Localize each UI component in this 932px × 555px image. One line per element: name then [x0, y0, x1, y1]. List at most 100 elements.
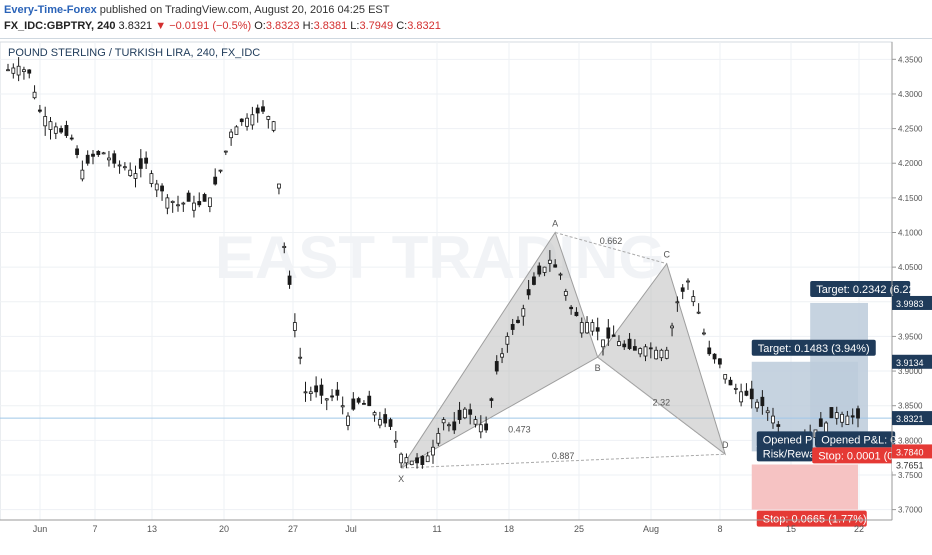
candle-body [659, 349, 664, 359]
y-tick-label: 3.7000 [898, 506, 923, 515]
candle-body [165, 197, 170, 209]
candle-body [186, 192, 191, 202]
candle-body [500, 353, 504, 358]
candle-body [484, 423, 489, 431]
y-tick-label: 3.9500 [898, 332, 923, 341]
x-tick-label: 8 [717, 524, 722, 534]
candle-body [351, 398, 356, 410]
candle-body [393, 439, 398, 443]
candle-body [574, 311, 579, 317]
candle-body [298, 356, 303, 359]
candle-body [675, 301, 680, 304]
candle-body [319, 384, 324, 396]
point-label-b: B [595, 363, 601, 373]
open-label: O: [254, 20, 266, 32]
candle-body [457, 409, 462, 420]
candle-body [654, 349, 659, 360]
candle-body [69, 137, 74, 140]
candle-body [489, 398, 494, 401]
candle-body [526, 289, 531, 296]
candle-body [749, 388, 754, 400]
candle-body [287, 275, 292, 285]
candle-body [27, 69, 32, 74]
candle-body [760, 396, 765, 407]
candle-body [383, 414, 388, 424]
chart-title: POUND STERLING / TURKISH LIRA, 240, FX_I… [8, 47, 260, 59]
candle-body [579, 322, 584, 334]
y-tick-label: 4.3500 [898, 55, 923, 64]
candle-body [585, 322, 589, 334]
price-tag-bg [892, 295, 932, 310]
candle-body [117, 164, 122, 167]
candle-body [707, 347, 712, 355]
candle-body [739, 391, 744, 403]
candle-body [170, 200, 175, 203]
x-tick-label: 20 [219, 524, 229, 534]
candle-body [160, 185, 164, 192]
candles [6, 57, 860, 469]
candle-body [11, 67, 16, 74]
candle-body [112, 153, 117, 164]
x-tick-label: 27 [288, 524, 298, 534]
candle-body [733, 387, 738, 390]
annotations: Target: 0.1483 (3.94%) Target: 0.2342 (6.… [751, 280, 918, 527]
x-tick-label: 15 [786, 524, 796, 534]
y-tick-label: 4.0500 [898, 263, 923, 272]
x-tick-label: 11 [432, 524, 441, 534]
candle-body [75, 148, 79, 155]
watermark: EAST TRADING [215, 224, 665, 291]
candle-body [537, 265, 542, 275]
candle-body [234, 126, 239, 135]
candle-body [462, 408, 467, 419]
candle-body [702, 332, 706, 335]
candle-body [516, 319, 520, 323]
risk-reward-label-bg [756, 445, 813, 462]
y-tick-label: 4.2500 [898, 125, 923, 134]
candle-body [207, 197, 212, 207]
opened-label: Opened P [763, 434, 813, 446]
candle-body [834, 412, 839, 419]
candle-body [149, 173, 154, 184]
candle-body [601, 339, 605, 348]
candle-body [64, 125, 69, 136]
price-change: −0.0191 (−0.5%) [169, 20, 252, 32]
opened-pl-label-bg [815, 431, 896, 448]
chart-area[interactable]: EAST TRADING X A B C D 0.662 0.473 2.32 0.887 Ta… [0, 38, 932, 550]
candle-body [239, 118, 244, 123]
candle-body [356, 398, 361, 403]
candle-body [664, 349, 669, 359]
price-tag-bg [892, 411, 932, 426]
target-box-2 [810, 302, 868, 452]
symbol-label[interactable]: FX_IDC:GBPTRY, 240 [4, 20, 116, 32]
candle-body [468, 409, 473, 415]
candle-body [266, 116, 271, 120]
x-tick-label: 7 [92, 524, 97, 534]
axes: 4.3500 4.3000 4.2500 4.2000 4.1500 4.1000 4.05… [0, 42, 932, 534]
candle-body [590, 322, 595, 332]
candle-body [643, 346, 648, 357]
price-chart[interactable]: EAST TRADING X A B C D 0.662 0.473 2.32 0.887 Ta… [0, 38, 932, 550]
author-link[interactable]: Every-Time-Forex [4, 4, 97, 16]
candle-body [138, 158, 143, 169]
target-1-label-bg [751, 339, 876, 356]
price-tag: 3.7840 [896, 447, 924, 457]
stop-label: Stop: 0.0001 (0.00 [818, 450, 909, 462]
candle-body [85, 154, 90, 164]
candle-body [611, 334, 616, 337]
candle-body [377, 419, 382, 426]
candle-body [776, 424, 781, 427]
target-2-label: Target: 0.2342 (6.22 [816, 284, 914, 296]
candle-body [452, 421, 457, 431]
candle-body [648, 347, 653, 350]
candle-body [340, 405, 345, 408]
candle-body [691, 296, 696, 303]
candle-body [223, 150, 228, 153]
candle-body [16, 65, 21, 76]
candle-body [521, 308, 526, 317]
candle-body [409, 460, 414, 466]
stop-box [751, 464, 858, 510]
down-arrow-icon: ▼ [155, 20, 167, 32]
candle-body [255, 107, 260, 114]
price-tag: 3.7651 [896, 461, 924, 471]
candle-body [250, 114, 255, 126]
